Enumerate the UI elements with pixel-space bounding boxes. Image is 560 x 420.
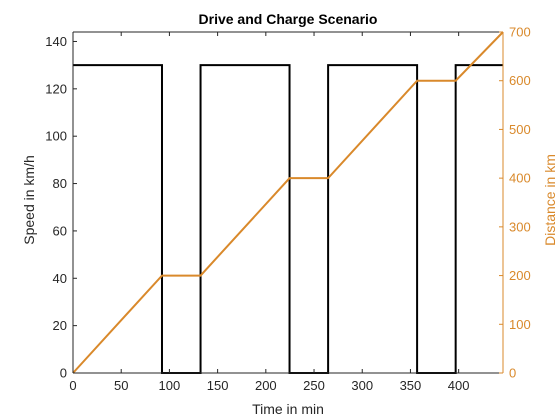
y-left-tick-label: 120 bbox=[45, 81, 67, 96]
y-left-tick-label: 100 bbox=[45, 129, 67, 144]
x-tick-label: 0 bbox=[69, 378, 76, 393]
x-tick-label: 50 bbox=[114, 378, 128, 393]
x-tick-label: 400 bbox=[448, 378, 470, 393]
x-tick-label: 250 bbox=[303, 378, 325, 393]
y-axis-right-label: Distance in km bbox=[542, 154, 558, 246]
x-tick-label: 350 bbox=[400, 378, 422, 393]
y-left-tick-label: 20 bbox=[53, 318, 67, 333]
plot-area: 0 50 100 150 200 250 300 350 400 0 20 40 60 80 100 120 1… bbox=[45, 25, 530, 394]
y-left-tick-label: 80 bbox=[53, 176, 67, 191]
x-tick-label: 100 bbox=[159, 378, 181, 393]
x-tick-label: 150 bbox=[207, 378, 229, 393]
y-left-tick-label: 140 bbox=[45, 34, 67, 49]
y-right-tick-label: 500 bbox=[509, 122, 531, 137]
y-right-tick-label: 0 bbox=[509, 366, 516, 381]
y-left-tick-label: 0 bbox=[60, 366, 67, 381]
y-right-tick-label: 100 bbox=[509, 317, 531, 332]
chart-title: Drive and Charge Scenario bbox=[199, 11, 378, 27]
y-right-tick-label: 700 bbox=[509, 25, 531, 40]
y-left-tick-label: 40 bbox=[53, 271, 67, 286]
y-right-tick-label: 400 bbox=[509, 171, 531, 186]
y-axis-left-label: Speed in km/h bbox=[21, 155, 37, 245]
y-right-tick-label: 600 bbox=[509, 73, 531, 88]
x-axis-label: Time in min bbox=[252, 401, 324, 417]
distance-series-line bbox=[72, 31, 504, 374]
x-tick-label: 200 bbox=[255, 378, 277, 393]
x-tick-label: 300 bbox=[351, 378, 373, 393]
y-right-tick-label: 300 bbox=[509, 219, 531, 234]
y-right-tick-label: 200 bbox=[509, 268, 531, 283]
y-left-tick-label: 60 bbox=[53, 223, 67, 238]
